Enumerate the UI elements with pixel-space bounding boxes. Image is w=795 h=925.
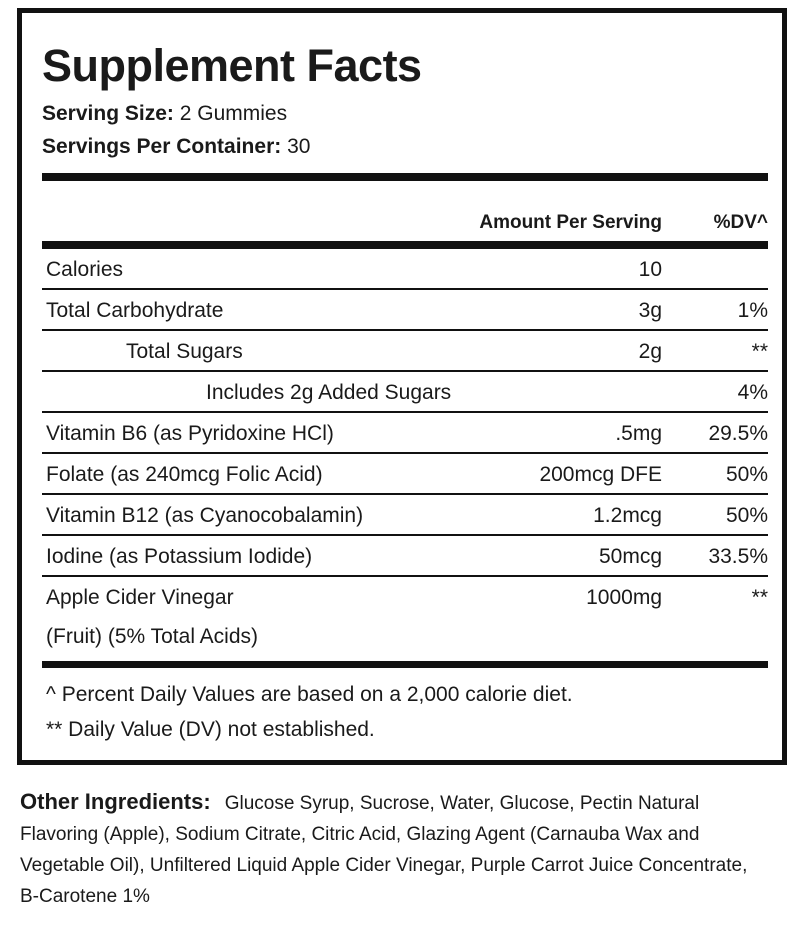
amount: 1.2mcg [593, 504, 662, 527]
daily-value: ** [751, 586, 768, 609]
amount: 50mcg [598, 545, 662, 568]
nutrient-name: Folate (as 240mcg Folic Acid) [46, 463, 323, 486]
nutrient-row: Vitamin B6 (as Pyridoxine HCl) .5mg 29.5% [42, 413, 768, 454]
value: 30 [287, 135, 311, 158]
nutrient-row: Iodine (as Potassium Iodide) 50mcg 33.5% [42, 536, 768, 577]
text: Glucose Syrup, Sucrose, Water, Glucose, … [20, 793, 748, 907]
divider [42, 241, 768, 249]
nutrient-row: Vitamin B12 (as Cyanocobalamin) 1.2mcg 50% [42, 495, 768, 536]
divider [42, 173, 768, 181]
footnote: ** Daily Value (DV) not established. [46, 718, 375, 741]
servings-per-container: Servings Per Container: 30 [42, 135, 310, 159]
amount: 3g [638, 299, 662, 322]
nutrient-row: Calories 10 [42, 249, 768, 290]
nutrient-name: Includes 2g Added Sugars [206, 381, 452, 404]
amount: .5mg [615, 422, 662, 445]
label: Serving Size: [42, 102, 174, 125]
column-header: %DV^ [713, 212, 768, 233]
daily-value: 4% [737, 381, 768, 404]
label: Servings Per Container: [42, 135, 282, 158]
nutrient-row: Total Sugars 2g ** [42, 331, 768, 372]
nutrient-name: Total Carbohydrate [46, 299, 224, 322]
title: Supplement Facts [42, 40, 422, 91]
amount: 200mcg DFE [539, 463, 662, 486]
daily-value: ** [751, 340, 768, 363]
nutrient-name: Total Sugars [126, 340, 243, 363]
facts-panel: Supplement Facts Serving Size: 2 Gummies… [17, 8, 787, 765]
amount: 2g [638, 340, 662, 363]
divider [42, 661, 768, 668]
nutrient-name: (Fruit) (5% Total Acids) [46, 625, 258, 648]
other-ingredients: Other Ingredients: Glucose Syrup, Sucrose… [20, 786, 760, 912]
amount: 10 [638, 258, 662, 281]
daily-value: 29.5% [708, 422, 768, 445]
nutrient-row: Folate (as 240mcg Folic Acid) 200mcg DFE 5… [42, 454, 768, 495]
footnote: ^ Percent Daily Values are based on a 2,… [46, 683, 573, 706]
value: 2 Gummies [179, 102, 288, 125]
nutrient-name: Iodine (as Potassium Iodide) [46, 545, 313, 568]
nutrient-name: Vitamin B6 (as Pyridoxine HCl) [46, 422, 334, 445]
label: Other Ingredients: [20, 789, 211, 814]
nutrient-name: Apple Cider Vinegar [46, 586, 234, 609]
nutrient-name: Calories [46, 258, 124, 281]
amount: 1000mg [586, 586, 662, 609]
serving-size: Serving Size: 2 Gummies [42, 102, 287, 126]
nutrient-name: Vitamin B12 (as Cyanocobalamin) [46, 504, 364, 527]
column-header: Amount Per Serving [479, 212, 662, 233]
nutrient-row: Total Carbohydrate 3g 1% [42, 290, 768, 331]
nutrient-row: Includes 2g Added Sugars 4% [42, 372, 768, 413]
daily-value: 50% [725, 504, 768, 527]
daily-value: 50% [725, 463, 768, 486]
nutrient-row: Apple Cider Vinegar (Fruit) (5% Total Aci… [42, 577, 768, 655]
daily-value: 33.5% [708, 545, 768, 568]
daily-value: 1% [737, 299, 768, 322]
